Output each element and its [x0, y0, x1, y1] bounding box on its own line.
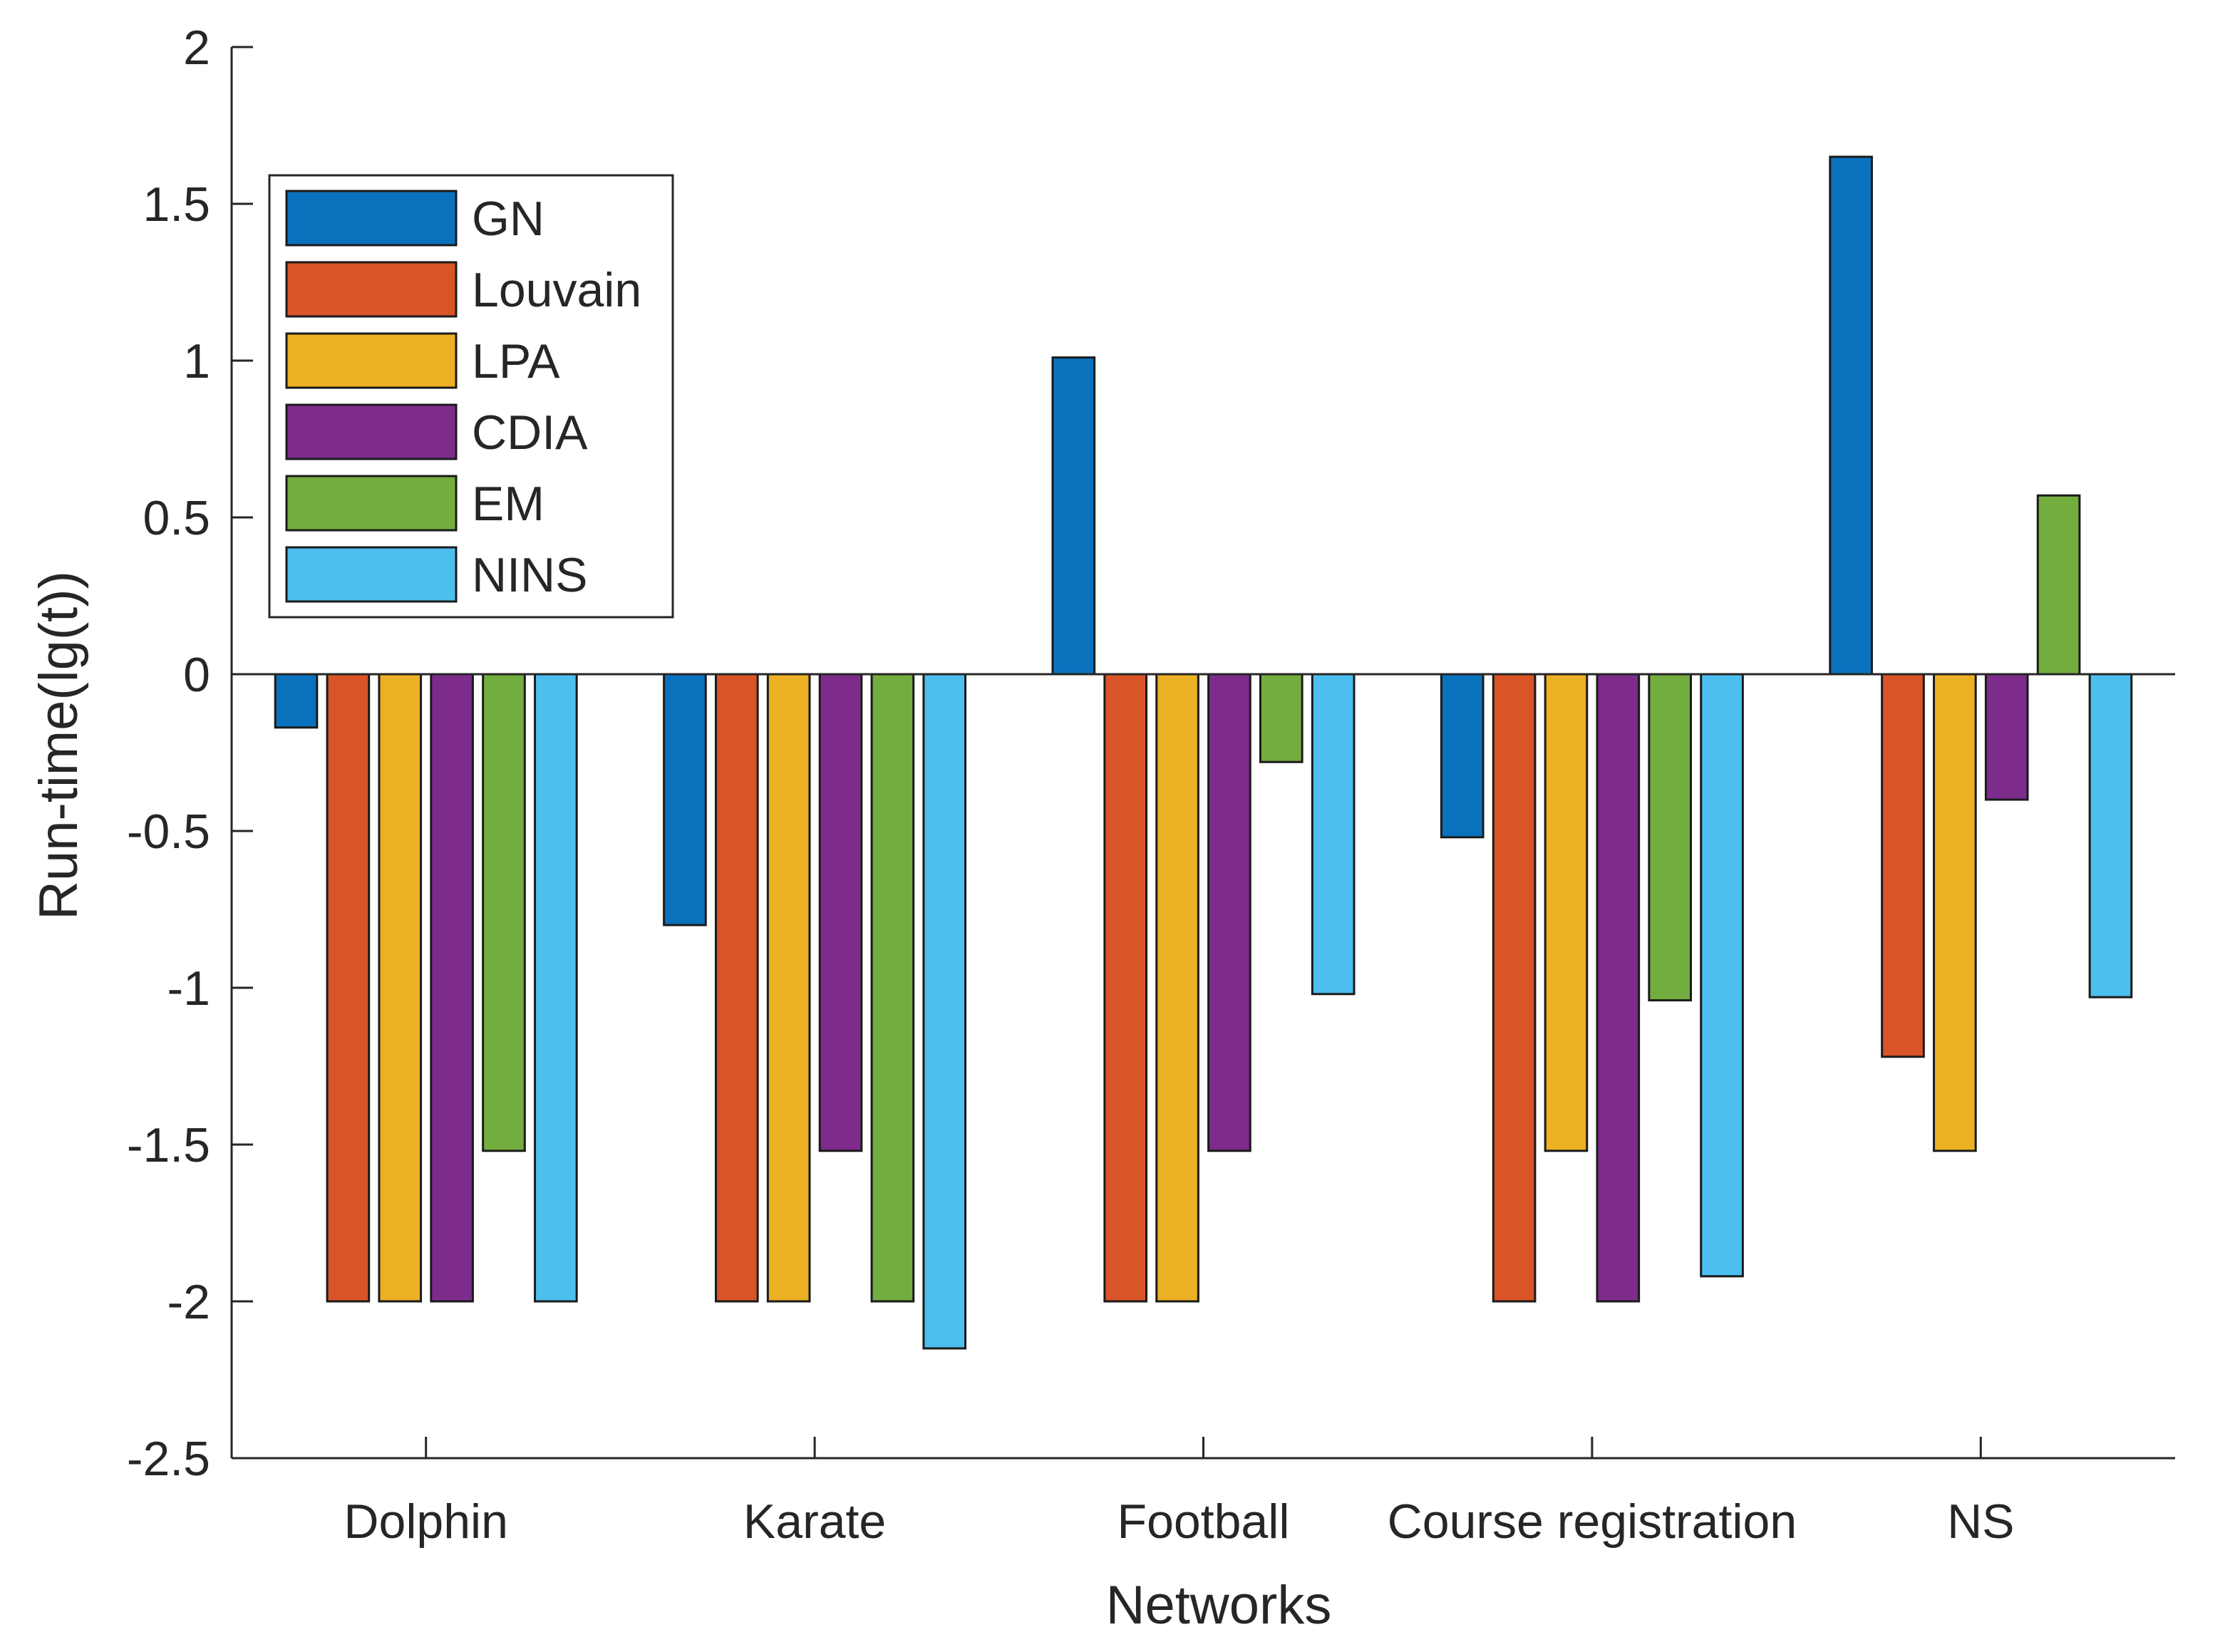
legend-swatch-louvain [285, 261, 458, 318]
legend-label-gn: GN [472, 192, 544, 246]
bar-gn-karate [663, 673, 707, 926]
bar-lpa-dolphin [378, 673, 423, 1303]
legend: GN Louvain LPA CDIA EM NINS [268, 174, 674, 619]
bar-lpa-course-registration [1544, 673, 1589, 1152]
bar-nins-football [1311, 673, 1356, 996]
bar-cdia-football [1207, 673, 1251, 1152]
x-tick-label-dolphin: Dolphin [344, 1494, 508, 1549]
y-axis-title: Run-time(lg(t)) [29, 571, 89, 920]
legend-swatch-lpa [285, 332, 458, 389]
x-tick-label-course-registration: Course registration [1388, 1494, 1797, 1549]
y-tick-label: -2.5 [127, 1432, 210, 1486]
legend-swatch-cdia [285, 403, 458, 460]
x-tick-label-football: Football [1117, 1494, 1290, 1549]
x-tick-label-ns: NS [1947, 1494, 2014, 1549]
y-tick-label: 1 [183, 334, 210, 388]
bar-nins-course-registration [1700, 673, 1744, 1278]
legend-box [268, 174, 674, 619]
y-tick-label: -1.5 [127, 1118, 210, 1172]
bar-em-course-registration [1648, 673, 1693, 1002]
y-tick-label: 2 [183, 21, 210, 75]
bar-cdia-course-registration [1596, 673, 1641, 1303]
legend-label-nins: NINS [472, 548, 587, 602]
legend-label-em: EM [472, 477, 544, 531]
legend-label-louvain: Louvain [472, 263, 641, 317]
bar-louvain-course-registration [1492, 673, 1537, 1303]
y-tick-label: 1.5 [143, 177, 210, 232]
bar-gn-football [1051, 356, 1096, 676]
legend-label-cdia: CDIA [472, 406, 588, 460]
bars-layer [274, 155, 2133, 1350]
bar-cdia-dolphin [430, 673, 474, 1303]
legend-label-lpa: LPA [472, 334, 560, 388]
legend-swatch-nins [285, 546, 458, 603]
x-tick-label-karate: Karate [743, 1494, 886, 1549]
bar-gn-dolphin [274, 673, 319, 729]
bar-nins-karate [922, 673, 967, 1350]
bar-gn-course-registration [1440, 673, 1485, 839]
bar-em-karate [870, 673, 915, 1303]
bar-louvain-ns [1881, 673, 1925, 1058]
y-tick-label: -0.5 [127, 805, 210, 859]
bar-cdia-ns [1984, 673, 2029, 801]
legend-swatch-gn [285, 190, 458, 247]
bar-lpa-karate [766, 673, 811, 1303]
bar-louvain-karate [714, 673, 759, 1303]
y-tick-label: 0 [183, 648, 210, 702]
y-tick-label: 0.5 [143, 491, 210, 545]
bar-gn-ns [1829, 155, 1873, 676]
bar-louvain-football [1103, 673, 1148, 1303]
bar-nins-dolphin [534, 673, 578, 1303]
bar-em-dolphin [482, 673, 526, 1152]
bar-lpa-ns [1933, 673, 1977, 1152]
bar-lpa-football [1155, 673, 1199, 1303]
bar-em-ns [2036, 494, 2081, 676]
bar-nins-ns [2088, 673, 2133, 998]
y-tick-label: -2 [167, 1275, 210, 1329]
bar-em-football [1259, 673, 1303, 763]
bar-cdia-karate [818, 673, 863, 1152]
bar-louvain-dolphin [326, 673, 371, 1303]
legend-swatch-em [285, 475, 458, 532]
ticks-layer: 2 1.5 1 0.5 0 -0.5 -1 -1.5 -2 -2.5 Dolphin Karate Fo… [127, 21, 2015, 1549]
x-axis-title: Networks [1106, 1575, 1332, 1636]
y-tick-label: -1 [167, 961, 210, 1016]
